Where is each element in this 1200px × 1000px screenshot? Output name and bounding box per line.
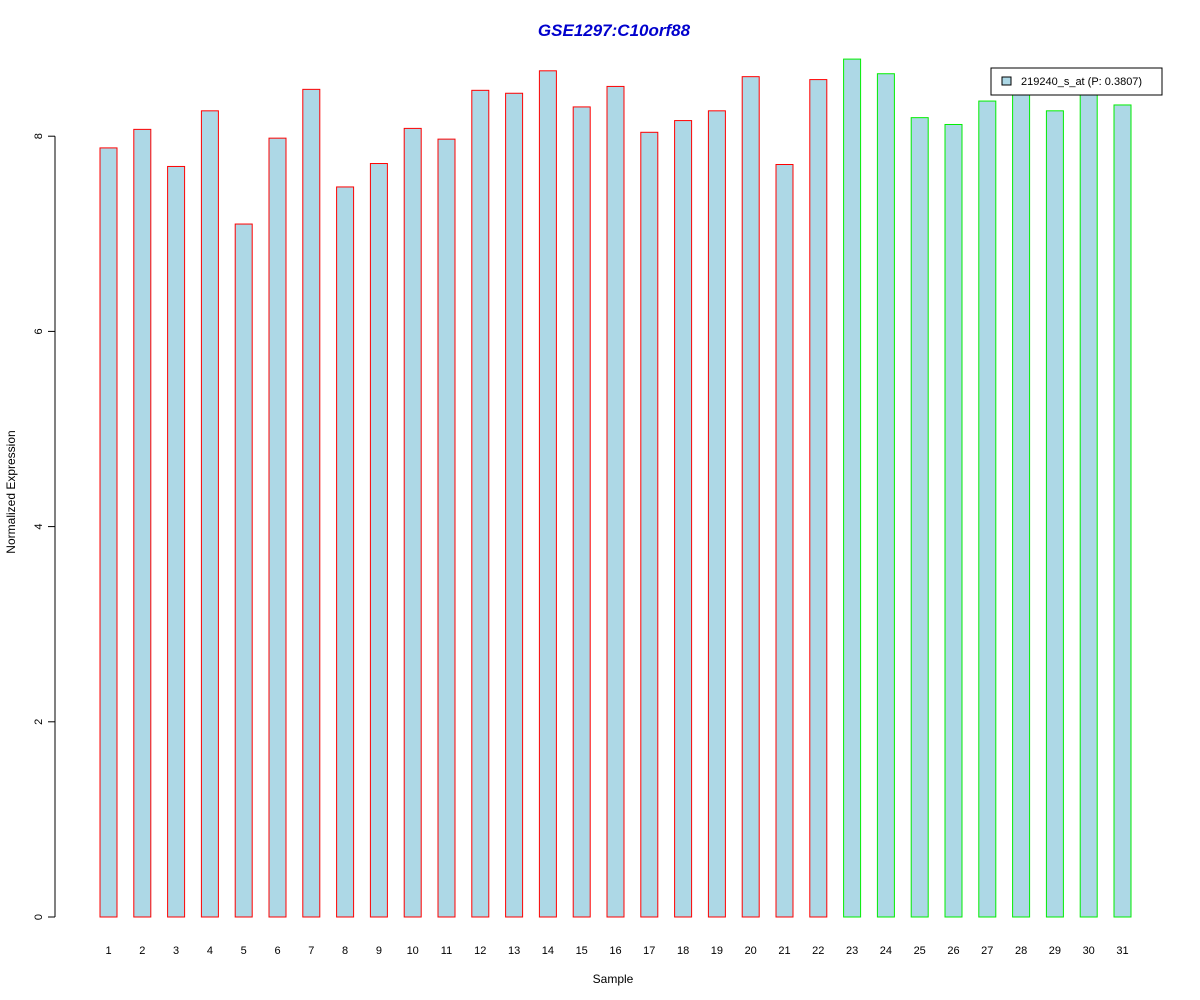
x-tick-label: 22 (812, 945, 824, 957)
x-tick-label: 9 (376, 945, 382, 957)
x-tick-label: 14 (542, 945, 554, 957)
bar (538, 70, 557, 918)
bar (234, 223, 253, 918)
x-tick-label: 13 (508, 945, 520, 957)
y-axis-title: Normalized Expression (4, 430, 18, 553)
x-tick-label: 2 (139, 945, 145, 957)
chart-title: GSE1297:C10orf88 (538, 21, 691, 40)
x-tick-label: 21 (778, 945, 790, 957)
bar (809, 79, 828, 918)
y-tick-label: 8 (33, 133, 45, 139)
bar (167, 165, 186, 918)
bar (1113, 104, 1132, 918)
x-tick-label: 18 (677, 945, 689, 957)
y-tick-label: 4 (33, 524, 45, 530)
legend-box (990, 67, 1163, 96)
bars (99, 58, 1132, 918)
x-tick-label: 3 (173, 945, 179, 957)
x-tick-label: 16 (609, 945, 621, 957)
bar (1012, 90, 1031, 918)
bar (133, 128, 152, 918)
x-tick-label: 15 (576, 945, 588, 957)
x-axis-title: Sample (593, 972, 634, 986)
bar (741, 76, 760, 918)
x-tick-label: 11 (441, 945, 452, 957)
legend-swatch (1001, 76, 1012, 86)
y-tick-label: 2 (33, 719, 45, 725)
bar (369, 163, 388, 918)
x-tick-label: 8 (342, 945, 348, 957)
x-tick-label: 6 (274, 945, 280, 957)
x-tick-label: 19 (711, 945, 723, 957)
bar (99, 147, 118, 918)
bar (910, 117, 929, 918)
x-tick-label: 17 (643, 945, 655, 957)
x-tick-label: 26 (947, 945, 959, 957)
x-tick-label: 27 (981, 945, 993, 957)
bar (403, 127, 422, 918)
x-tick-label: 29 (1049, 945, 1061, 957)
bar (944, 123, 963, 918)
bar (1079, 91, 1098, 918)
x-tick-label: 30 (1083, 945, 1095, 957)
x-tick-label: 4 (207, 945, 213, 957)
bar (471, 89, 490, 918)
y-axis: 0 2 4 6 8 (33, 133, 56, 920)
x-tick-label: 25 (914, 945, 926, 957)
legend: 219240_s_at (P: 0.3807) (990, 67, 1163, 96)
bar (606, 85, 625, 918)
y-tick-label: 6 (33, 328, 45, 334)
x-tick-label: 23 (846, 945, 858, 957)
bar (572, 106, 591, 918)
x-tick-labels: 1 2 3 4 5 6 7 8 9 10 11 12 13 14 15 16 17 18 19 20 21 22 23 24 2… (105, 945, 1128, 957)
bar (640, 131, 659, 918)
x-tick-label: 1 (105, 945, 111, 957)
x-tick-label: 7 (308, 945, 314, 957)
x-tick-label: 12 (474, 945, 486, 957)
bar (437, 138, 456, 918)
bar (302, 88, 321, 918)
bar (1045, 110, 1064, 918)
x-tick-label: 31 (1116, 945, 1128, 957)
x-tick-label: 28 (1015, 945, 1027, 957)
bar (707, 110, 726, 918)
legend-label: 219240_s_at (P: 0.3807) (1021, 76, 1142, 88)
bar (876, 73, 895, 918)
y-tick-label: 0 (33, 914, 45, 920)
bar (200, 110, 219, 918)
bar (268, 137, 287, 918)
x-tick-label: 10 (407, 945, 419, 957)
bar (775, 164, 794, 918)
bar (505, 92, 524, 918)
x-tick-label: 24 (880, 945, 892, 957)
x-tick-label: 5 (241, 945, 247, 957)
x-tick-label: 20 (745, 945, 757, 957)
bar (978, 100, 997, 918)
bar (843, 58, 862, 918)
bar (674, 120, 693, 918)
bar (336, 186, 355, 918)
